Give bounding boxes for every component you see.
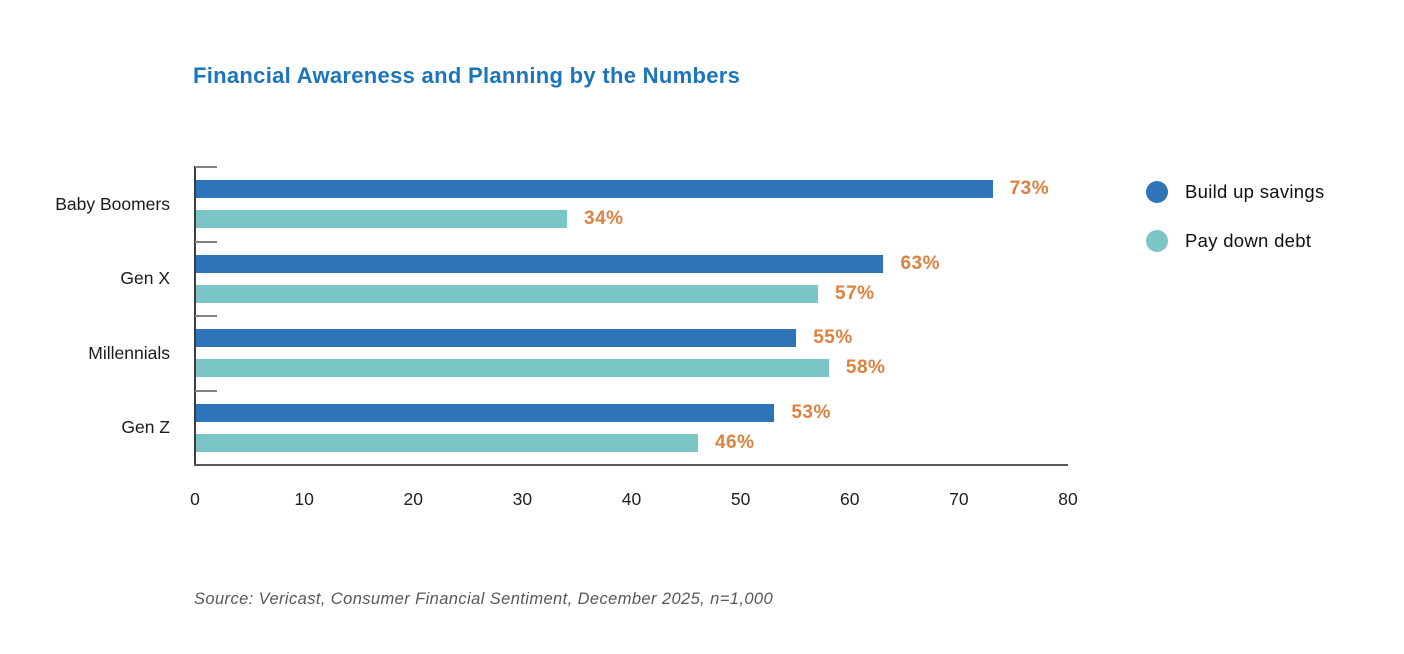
bar-build-up-savings (196, 403, 775, 422)
bar-value-label: 34% (584, 208, 624, 229)
x-axis-tick-label: 10 (294, 489, 314, 509)
bar-value-label: 63% (900, 252, 941, 274)
bar-pay-down-debt (196, 210, 568, 228)
x-axis-tick-label: 80 (1058, 489, 1078, 509)
bar-value-label: 53% (791, 401, 831, 423)
bar-pay-down-debt (196, 433, 698, 452)
x-axis-line (194, 464, 1068, 466)
x-axis-tick-label: 40 (621, 489, 642, 509)
x-axis-tick-label: 70 (949, 489, 969, 509)
bar-build-up-savings (196, 254, 884, 273)
chart-title: Financial Awareness and Planning by the … (193, 63, 741, 88)
x-axis-tick-label: 20 (403, 489, 423, 509)
build-up-savings-swatch-icon (1146, 181, 1168, 203)
category-label-millennials: Millennials (88, 342, 170, 363)
bar-value-label: 73% (1009, 178, 1050, 199)
x-axis-tick-label: 60 (840, 489, 860, 509)
source-note: Source: Vericast, Consumer Financial Sen… (194, 590, 774, 608)
bar-value-label: 58% (845, 357, 886, 378)
category-boundary-tick (195, 315, 217, 317)
bar-pay-down-debt (196, 359, 829, 377)
category-boundary-tick (195, 389, 217, 392)
bar-value-label: 46% (714, 431, 755, 453)
category-boundary-tick (195, 166, 217, 168)
legend-item-build-up-savings: Build up savings (1146, 180, 1325, 204)
bar-value-label: 55% (813, 327, 853, 348)
bar-build-up-savings (196, 329, 797, 347)
category-label-gen-x: Gen X (120, 268, 170, 289)
bar-build-up-savings (196, 180, 993, 198)
bar-value-label: 57% (835, 282, 875, 304)
category-label-baby-boomers: Baby Boomers (55, 193, 170, 214)
legend-item-pay-down-debt: Pay down debt (1146, 229, 1311, 253)
bar-pay-down-debt (196, 284, 818, 303)
legend-label: Build up savings (1185, 181, 1325, 202)
x-axis-tick-label: 30 (512, 489, 533, 509)
x-axis-tick-label: 0 (190, 489, 200, 509)
x-axis-tick-label: 50 (730, 489, 751, 509)
legend-label: Pay down debt (1185, 230, 1312, 251)
category-boundary-tick (195, 240, 217, 243)
category-label-gen-z: Gen Z (121, 417, 170, 438)
pay-down-debt-swatch-icon (1146, 230, 1168, 252)
